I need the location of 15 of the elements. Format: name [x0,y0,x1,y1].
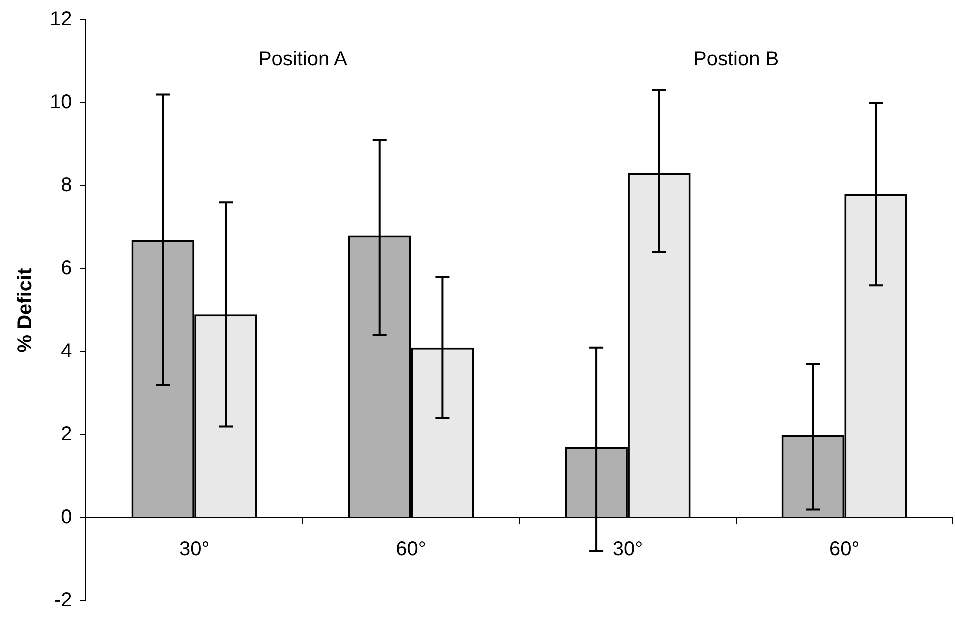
y-tick-label: -2 [54,590,72,612]
y-tick-label: 0 [61,506,72,529]
x-tick-label: 30° [612,538,644,561]
y-tick-label: 8 [61,174,72,197]
y-tick-label: 4 [61,340,72,363]
y-tick-label: 2 [61,424,72,446]
y-tick-label: 6 [61,258,72,280]
annotation: Postion B [694,48,780,71]
y-tick-label: 12 [50,8,72,31]
y-axis-title: % Deficit [14,268,37,353]
x-tick-label: 60° [830,538,860,561]
x-tick-label: 30° [179,538,210,561]
y-tick-label: 10 [50,92,72,114]
x-tick-label: 60° [396,538,426,561]
annotation: Position A [258,48,348,71]
